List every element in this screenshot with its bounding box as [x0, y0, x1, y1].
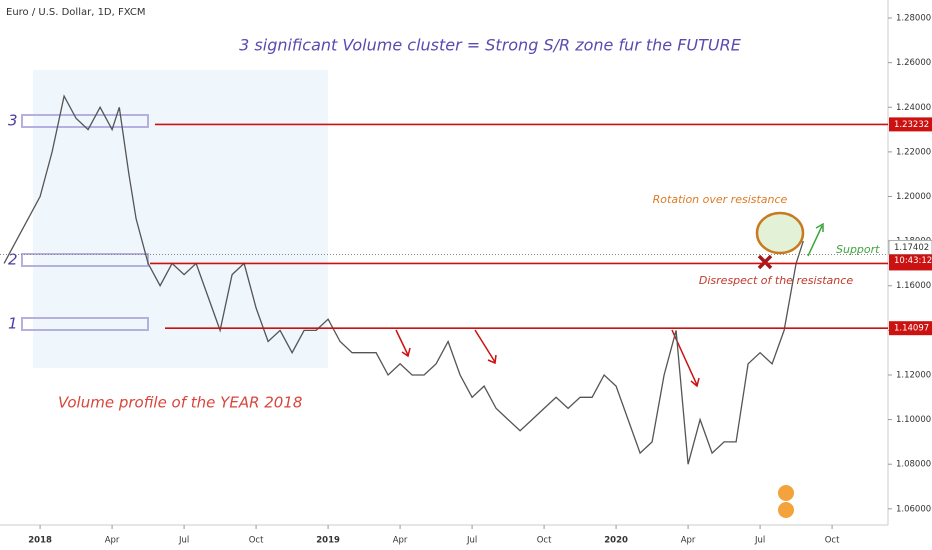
y-tick-label: 1.12000: [896, 370, 931, 380]
zone-label: 1: [8, 315, 18, 333]
x-tick-label: 2019: [316, 536, 340, 546]
x-tick-label: Jul: [178, 536, 189, 546]
price-label: 1.14097: [894, 324, 929, 334]
price-line: [3, 94, 804, 465]
price-label-box: [889, 321, 932, 336]
disrespect-label: Disrespect of the resistance: [699, 274, 853, 287]
x-tick-label: Oct: [537, 536, 552, 546]
price-label: 1.23232: [894, 120, 929, 130]
price-label-box: [889, 117, 932, 132]
countdown-box: [889, 254, 932, 267]
x-tick-label: Oct: [825, 536, 840, 546]
x-tick-label: Apr: [681, 536, 696, 546]
y-tick-label: 1.06000: [896, 504, 931, 514]
y-tick-label: 1.08000: [896, 460, 931, 470]
x-tick-label: Jul: [754, 536, 765, 546]
zone-box: [21, 317, 149, 331]
x-tick-label: 2020: [604, 536, 628, 546]
down-arrow: [395, 329, 411, 358]
event-icon[interactable]: [778, 502, 794, 518]
symbol-header: Euro / U.S. Dollar, 1D, FXCM: [6, 7, 145, 18]
rotation-circle: [755, 211, 805, 255]
down-arrow: [671, 329, 700, 388]
zone-label: 2: [8, 251, 18, 269]
up-arrow: [807, 222, 824, 257]
x-tick-label: Jul: [466, 536, 477, 546]
x-tick-label: Apr: [393, 536, 408, 546]
y-tick-label: 1.26000: [896, 58, 931, 68]
y-tick-label: 1.28000: [896, 14, 931, 24]
support-label: Support: [836, 243, 880, 256]
x-tick-label: Oct: [249, 536, 264, 546]
y-tick-label: 1.10000: [896, 415, 931, 425]
price-label: 1.17402: [894, 243, 929, 253]
event-icon[interactable]: [778, 485, 794, 501]
y-tick-label: 1.24000: [896, 103, 931, 113]
y-tick-label: 1.22000: [896, 147, 931, 157]
zone-label: 3: [8, 112, 18, 130]
x-tick-label: Apr: [105, 536, 120, 546]
profile-label: Volume profile of the YEAR 2018: [58, 394, 302, 412]
rotation-label: Rotation over resistance: [653, 193, 788, 206]
down-arrow: [474, 329, 497, 365]
x-tick-label: 2018: [28, 536, 52, 546]
y-tick-label: 1.20000: [896, 192, 931, 202]
countdown: 10:43:12: [894, 256, 932, 266]
cross-mark: [757, 254, 773, 270]
chart-title: 3 significant Volume cluster = Strong S/…: [239, 36, 742, 55]
y-tick-label: 1.16000: [896, 281, 931, 291]
